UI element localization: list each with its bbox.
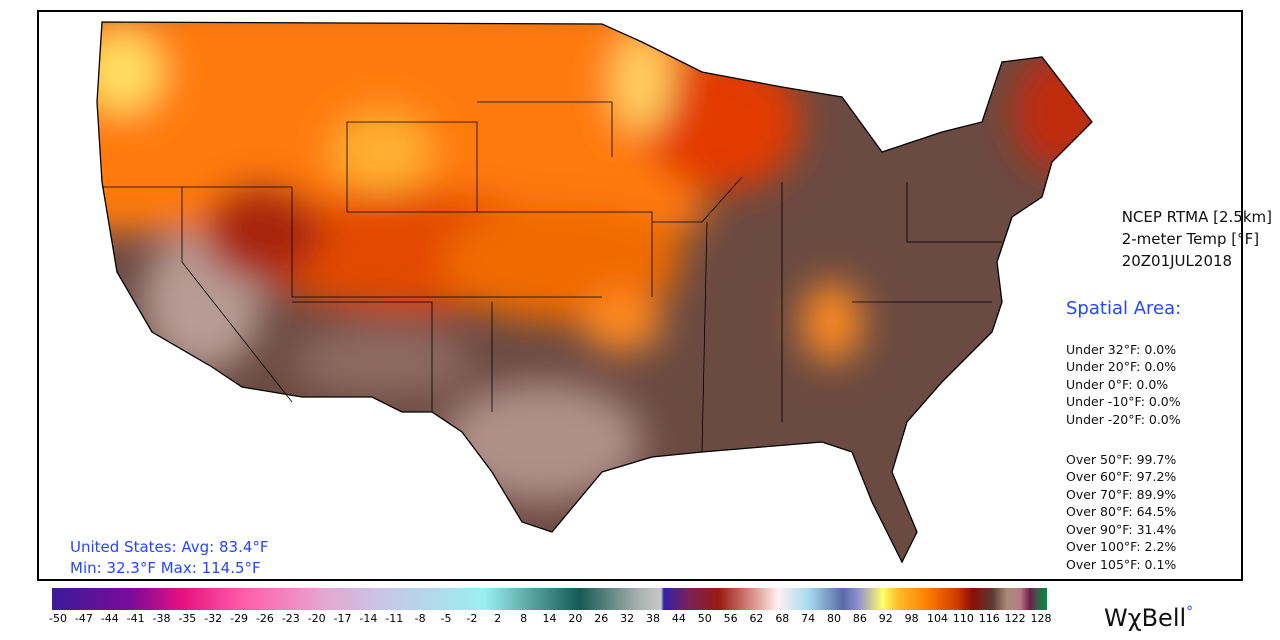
stat-under-minus10: Under -10°F: 0.0% — [1066, 394, 1181, 409]
stat-over-60: Over 60°F: 97.2% — [1066, 469, 1177, 484]
color-scale-tick: 68 — [775, 612, 790, 625]
color-scale-tick: 62 — [749, 612, 764, 625]
color-scale-tick: 122 — [1004, 612, 1026, 625]
temperature-map — [96, 21, 1093, 563]
color-scale-tick: -14 — [359, 612, 378, 625]
color-scale-tick: -17 — [333, 612, 352, 625]
product-info: NCEP RTMA [2.5km] 2-meter Temp [°F] 20Z0… — [1122, 206, 1272, 272]
color-scale-tick: -20 — [307, 612, 326, 625]
stat-over-90: Over 90°F: 31.4% — [1066, 522, 1177, 537]
color-scale-tick: -47 — [74, 612, 93, 625]
stat-under-minus20: Under -20°F: 0.0% — [1066, 412, 1181, 427]
us-min-max: Min: 32.3°F Max: 114.5°F — [70, 559, 261, 577]
color-scale-tick: -5 — [440, 612, 452, 625]
color-scale-tick: -41 — [126, 612, 145, 625]
color-scale-tick: -26 — [255, 612, 274, 625]
color-scale-tick: 8 — [520, 612, 528, 625]
color-scale-ticks: -50 -47 -44 -41 -38 -35 -32 -29 -26 -23 -20 -17 -14-… — [49, 612, 1051, 626]
us-summary: United States: Avg: 83.4°F Min: 32.3°F M… — [70, 537, 269, 579]
stat-over-100: Over 100°F: 2.2% — [1066, 539, 1177, 554]
logo-text: WχBell — [1104, 604, 1187, 632]
color-scale-tick: -11 — [385, 612, 404, 625]
color-scale-tick: 74 — [801, 612, 816, 625]
color-scale-tick: 104 — [927, 612, 949, 625]
stat-over-70: Over 70°F: 89.9% — [1066, 487, 1177, 502]
color-scale-tick: -44 — [100, 612, 119, 625]
color-scale-tick: 38 — [645, 612, 660, 625]
spatial-area-title: Spatial Area: — [1066, 298, 1182, 319]
stat-over-80: Over 80°F: 64.5% — [1066, 504, 1177, 519]
map-frame — [37, 10, 1243, 581]
temperature-field — [97, 22, 1092, 562]
color-scale-tick: 44 — [671, 612, 686, 625]
color-scale-tick: 86 — [852, 612, 867, 625]
color-scale-tick: 14 — [542, 612, 557, 625]
color-scale-tick: -38 — [152, 612, 171, 625]
stat-under-32: Under 32°F: 0.0% — [1066, 342, 1177, 357]
us-average: United States: Avg: 83.4°F — [70, 538, 269, 556]
logo-mark: ° — [1186, 604, 1194, 620]
product-name: NCEP RTMA [2.5km] — [1121, 208, 1272, 226]
color-scale-tick: -2 — [466, 612, 478, 625]
variable-name: 2-meter Temp [°F] — [1121, 230, 1260, 248]
stat-over-50: Over 50°F: 99.7% — [1066, 452, 1177, 467]
color-scale-tick: 128 — [1030, 612, 1052, 625]
color-scale-tick: -50 — [49, 612, 67, 625]
color-scale-bar — [52, 588, 1047, 610]
color-scale-tick: -8 — [414, 612, 426, 625]
state-borders — [102, 101, 1002, 453]
color-scale-tick: 32 — [620, 612, 635, 625]
color-scale-tick: 56 — [723, 612, 738, 625]
color-scale-tick: 110 — [952, 612, 974, 625]
color-scale-tick: 98 — [904, 612, 919, 625]
valid-time: 20Z01JUL2018 — [1121, 252, 1233, 270]
wxbell-logo: WχBell° — [1104, 604, 1193, 632]
color-scale-tick: 20 — [568, 612, 583, 625]
stat-over-105: Over 105°F: 0.1% — [1066, 557, 1177, 572]
color-scale-tick: 2 — [494, 612, 502, 625]
color-scale-tick: 80 — [827, 612, 842, 625]
color-scale-tick: 50 — [697, 612, 712, 625]
color-scale-tick: 92 — [878, 612, 893, 625]
color-scale-tick: -32 — [204, 612, 223, 625]
color-scale-tick: -29 — [230, 612, 249, 625]
color-scale-tick: -23 — [281, 612, 300, 625]
color-scale-tick: -35 — [178, 612, 197, 625]
stat-under-0: Under 0°F: 0.0% — [1066, 377, 1169, 392]
color-scale-tick: 116 — [978, 612, 1000, 625]
color-scale-tick: 26 — [594, 612, 609, 625]
stat-under-20: Under 20°F: 0.0% — [1066, 359, 1177, 374]
